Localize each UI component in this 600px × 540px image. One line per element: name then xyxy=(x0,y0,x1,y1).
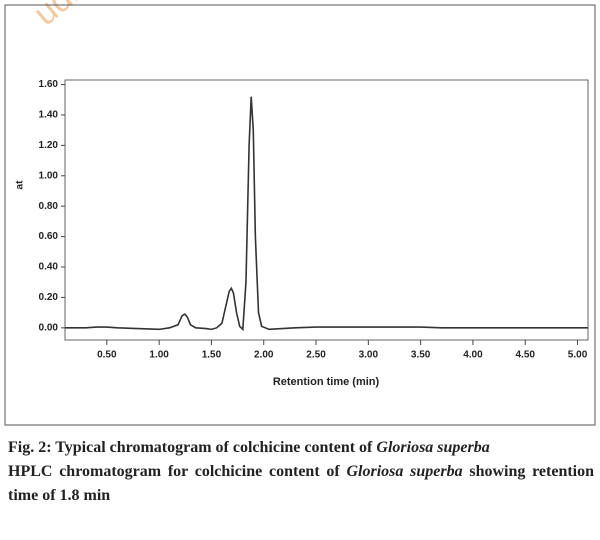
x-tick-label: 1.00 xyxy=(149,350,169,361)
x-tick-label: 5.00 xyxy=(568,350,588,361)
chromatogram-line xyxy=(65,96,588,332)
y-tick-label: 1.00 xyxy=(39,170,59,181)
caption-text: HPLC chromatogram for colchicine content… xyxy=(8,463,340,480)
chart: udkno at Retention time (min) 0.000.200.… xyxy=(4,0,596,426)
y-tick-label: 1.60 xyxy=(39,79,59,90)
x-tick-label: 0.50 xyxy=(97,350,117,361)
x-tick-label: 4.50 xyxy=(516,350,536,361)
x-tick-label: 3.00 xyxy=(359,350,379,361)
y-tick-label: 0.00 xyxy=(39,322,59,333)
y-tick-label: 0.20 xyxy=(39,292,59,303)
x-tick-label: 3.50 xyxy=(411,350,431,361)
y-tick-label: 0.60 xyxy=(39,231,59,242)
caption-line: HPLC chromatogram for colchicine content… xyxy=(8,460,594,508)
y-axis-label: at xyxy=(15,180,26,190)
y-tick-label: 1.20 xyxy=(39,140,59,151)
x-axis-label: Retention time (min) xyxy=(273,376,380,388)
y-tick-label: 0.80 xyxy=(39,201,59,212)
x-tick-label: 4.00 xyxy=(463,350,483,361)
figure-frame xyxy=(4,4,596,426)
y-tick-label: 0.40 xyxy=(39,262,59,273)
caption-text: Fig. 2: Typical chromatogram of colchici… xyxy=(8,439,373,456)
y-tick-label: 1.40 xyxy=(39,110,59,121)
caption-text: showing retention time of 1.8 min xyxy=(8,463,595,504)
x-tick-label: 1.50 xyxy=(202,350,222,361)
caption: Fig. 2: Typical chromatogram of colchici… xyxy=(8,436,594,508)
caption-species: Gloriosa superba xyxy=(346,463,463,480)
caption-line: Fig. 2: Typical chromatogram of colchici… xyxy=(8,436,594,460)
x-tick-label: 2.50 xyxy=(306,350,326,361)
x-tick-label: 2.00 xyxy=(254,350,274,361)
caption-species: Gloriosa superba xyxy=(376,439,490,456)
plot-frame xyxy=(64,79,589,341)
